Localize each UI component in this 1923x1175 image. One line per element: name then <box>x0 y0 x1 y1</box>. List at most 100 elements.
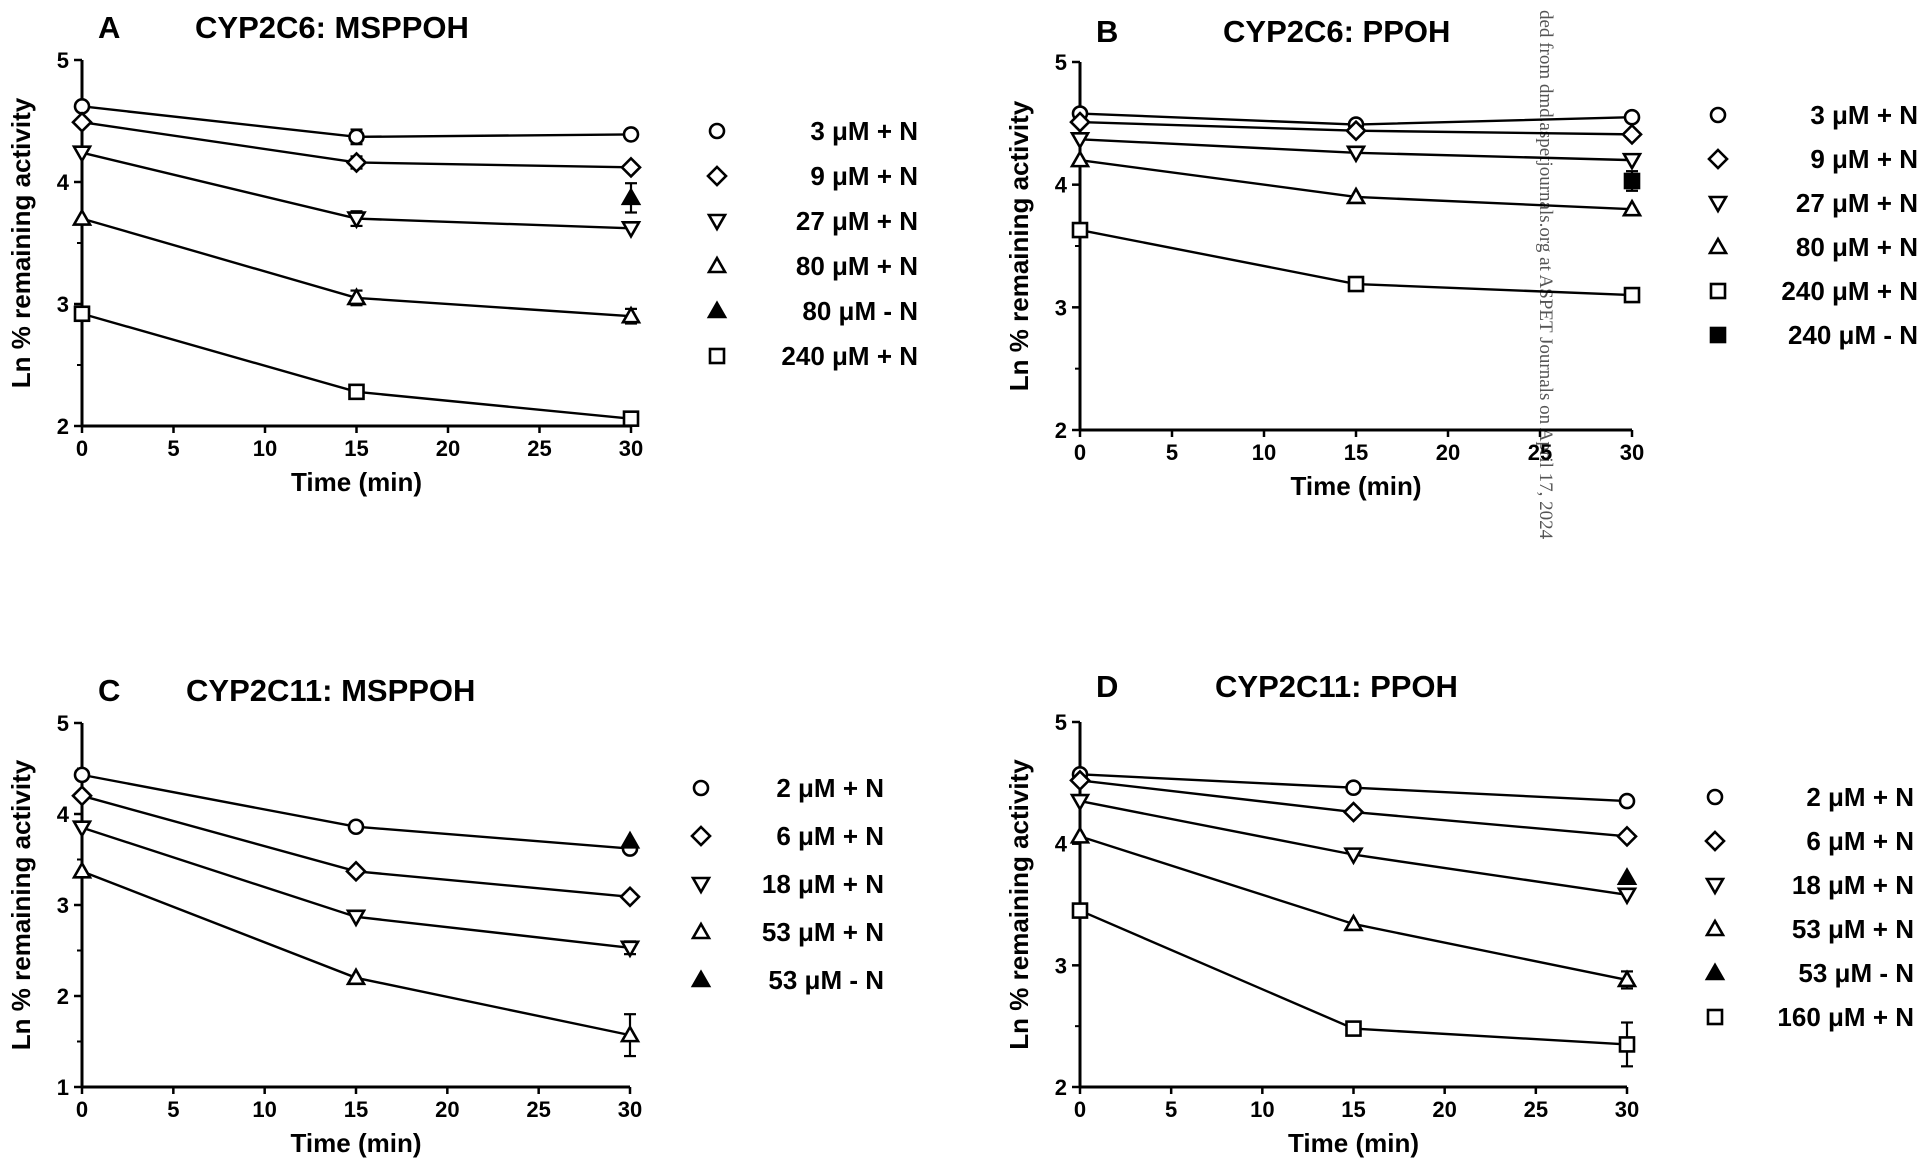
panel-title: CYP2C6: PPOH <box>1223 14 1450 49</box>
y-axis-label: Ln % remaining activity <box>1004 759 1034 1050</box>
data-point <box>1069 825 1091 844</box>
legend-label: 80 μM + N <box>1796 232 1918 262</box>
data-point <box>619 885 641 908</box>
x-tick-label: 25 <box>1524 1097 1548 1122</box>
legend-label: 240 μM - N <box>1788 320 1918 350</box>
y-tick-label: 3 <box>57 893 69 918</box>
data-point <box>1069 111 1091 133</box>
data-point <box>345 909 367 928</box>
data-point <box>1621 198 1643 217</box>
legend-label: 53 μM - N <box>1798 958 1914 988</box>
data-point <box>1069 149 1091 168</box>
y-tick-label: 3 <box>1055 953 1067 978</box>
data-point <box>1345 1020 1362 1037</box>
x-tick-label: 30 <box>619 436 643 461</box>
data-point <box>345 151 368 174</box>
data-point <box>71 860 93 879</box>
data-point <box>622 126 640 143</box>
x-tick-label: 0 <box>76 1097 88 1122</box>
series-line <box>81 773 631 850</box>
data-point <box>346 211 367 230</box>
data-point <box>620 156 642 179</box>
y-tick-label: 5 <box>57 711 69 736</box>
data-point <box>1621 123 1643 146</box>
legend-label: 3 μM + N <box>810 116 918 146</box>
data-point <box>1616 867 1638 886</box>
legend-label: 160 μM + N <box>1777 1002 1914 1032</box>
y-tick-label: 5 <box>1055 50 1067 75</box>
data-point <box>622 410 640 427</box>
legend-label: 240 μM + N <box>1781 276 1918 306</box>
x-tick-label: 15 <box>344 436 368 461</box>
data-point <box>1342 801 1365 823</box>
x-axis-label: Time (min) <box>291 467 422 497</box>
x-tick-label: 0 <box>1074 440 1086 465</box>
data-point <box>71 784 93 807</box>
data-point <box>1623 108 1641 126</box>
panel-d: D CYP2C11: PPOH 0 5 10 15 20 25 30 2 3 4 5 Time (min)… <box>1004 669 1914 1158</box>
legend-marker <box>1704 918 1726 937</box>
x-tick-label: 30 <box>1615 1097 1639 1122</box>
panel-label: C <box>98 673 120 708</box>
data-point <box>1618 792 1636 810</box>
legend-label: 2 μM + N <box>1806 782 1914 812</box>
panel-label: B <box>1096 14 1118 49</box>
legend-marker <box>706 165 728 187</box>
y-tick-label: 3 <box>1055 295 1067 320</box>
legend-marker <box>706 255 728 274</box>
panel-title: CYP2C11: MSPPOH <box>186 673 475 708</box>
x-tick-label: 15 <box>344 1097 368 1122</box>
data-point <box>346 287 367 306</box>
x-axis-label: Time (min) <box>291 1128 422 1158</box>
data-point <box>348 128 365 146</box>
legend-marker <box>1704 877 1726 896</box>
x-tick-label: 10 <box>1252 440 1276 465</box>
legend-label: 6 μM + N <box>776 821 884 851</box>
x-tick-label: 20 <box>435 1097 459 1122</box>
legend-label: 18 μM + N <box>1792 870 1914 900</box>
legend-marker <box>1706 1008 1724 1026</box>
y-tick-label: 4 <box>57 170 70 195</box>
x-tick-label: 0 <box>1074 1097 1086 1122</box>
data-point <box>1345 145 1367 164</box>
legend-marker <box>690 969 712 988</box>
data-point <box>1616 825 1638 848</box>
data-point <box>1071 221 1089 239</box>
y-axis-label: Ln % remaining activity <box>1004 100 1034 391</box>
legend-label: 18 μM + N <box>762 869 884 899</box>
watermark-text: ded from dmd.aspetjournals.org at ASPET … <box>1535 10 1556 540</box>
x-axis-label: Time (min) <box>1291 471 1422 501</box>
panel-label: D <box>1096 669 1118 704</box>
x-tick-label: 0 <box>76 436 88 461</box>
x-tick-label: 25 <box>1528 440 1552 465</box>
data-point <box>1345 186 1367 205</box>
x-axis-label: Time (min) <box>1288 1128 1419 1158</box>
legend-label: 53 μM - N <box>768 965 884 995</box>
series-line <box>81 826 631 949</box>
y-tick-label: 2 <box>1055 418 1067 443</box>
data-point <box>345 967 367 986</box>
y-tick-label: 3 <box>57 292 69 317</box>
legend-marker <box>1704 962 1726 981</box>
legend-marker <box>706 300 728 319</box>
data-point <box>348 383 365 401</box>
data-point <box>73 98 91 115</box>
series-line <box>81 312 632 420</box>
legend-label: 53 μM + N <box>1792 914 1914 944</box>
legend-marker <box>1709 326 1727 344</box>
data-point <box>1071 902 1089 919</box>
data-point <box>73 766 91 784</box>
data-point <box>347 818 365 836</box>
data-point <box>1069 131 1091 150</box>
legend-marker <box>708 347 726 365</box>
legend-marker <box>1709 282 1727 300</box>
data-point <box>620 305 642 324</box>
legend-marker <box>1704 830 1726 852</box>
x-tick-label: 20 <box>1432 1097 1456 1122</box>
data-point <box>1347 275 1365 293</box>
data-point <box>1621 152 1643 171</box>
data-point <box>620 187 642 206</box>
legend-marker <box>690 876 712 895</box>
data-point <box>620 221 642 239</box>
legend-marker <box>1707 148 1729 170</box>
